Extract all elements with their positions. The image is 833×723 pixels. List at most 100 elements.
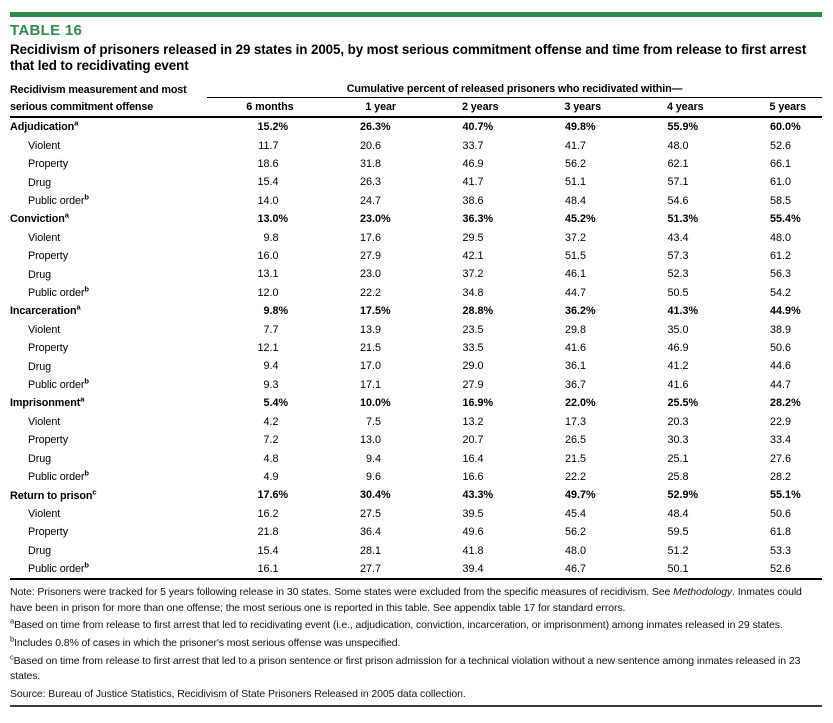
value-wrap: 13.0 — [310, 431, 413, 449]
value-wrap: 52.6 — [720, 137, 823, 155]
value-number: 61.0 — [770, 176, 792, 189]
value-number: 50.6 — [770, 507, 792, 520]
value-number: 56.3 — [770, 268, 792, 281]
value-wrap: 33.5 — [412, 339, 515, 357]
value-number: 29.8 — [564, 323, 586, 336]
value-number: 21.5 — [564, 452, 586, 465]
percent-sign — [279, 173, 290, 191]
percent-sign — [279, 523, 290, 541]
row-label: Property — [10, 155, 207, 173]
row-label-text: Drug — [28, 544, 52, 557]
value-cell: 15.4 — [207, 542, 310, 560]
value-wrap: 22.2 — [515, 468, 618, 486]
value-number: 33.4 — [770, 434, 792, 447]
percent-sign — [279, 505, 290, 523]
value-wrap: 61.8 — [720, 523, 823, 541]
value-number: 39.5 — [462, 507, 484, 520]
value-number: 43.3 — [462, 489, 484, 502]
row-label: Imprisonmenta — [10, 394, 207, 412]
table-row: Property 16.0 27.9 42.1 51.5 57.3 61.2 — [10, 247, 822, 265]
value-number: 48.4 — [667, 507, 689, 520]
percent-sign — [484, 173, 495, 191]
value-cell: 55.4% — [720, 210, 823, 228]
value-cell: 43.4 — [617, 229, 720, 247]
row-label: Drug — [10, 357, 207, 375]
value-cell: 16.6 — [412, 468, 515, 486]
value-number: 27.6 — [770, 452, 792, 465]
value-wrap: 42.1 — [412, 247, 515, 265]
footnote-marker: a — [10, 616, 15, 626]
footnote-marker: a — [76, 302, 81, 312]
value-cell: 44.7 — [720, 376, 823, 394]
footnote-marker: a — [64, 210, 69, 220]
percent-sign — [586, 192, 597, 210]
value-cell: 29.0 — [412, 357, 515, 375]
percent-sign — [689, 376, 700, 394]
value-wrap: 48.4 — [617, 505, 720, 523]
note-text: Based on time from release to first arre… — [10, 654, 801, 682]
value-cell: 51.1 — [515, 173, 618, 191]
value-wrap: 58.5 — [720, 192, 823, 210]
value-cell: 26.3 — [310, 173, 413, 191]
value-wrap: 50.6 — [720, 505, 823, 523]
percent-sign — [689, 450, 700, 468]
value-wrap: 46.7 — [515, 560, 618, 578]
value-number: 48.0 — [564, 544, 586, 557]
note-text: . Inmates could have been in prison for … — [10, 586, 802, 614]
percent-sign — [279, 357, 290, 375]
value-number: 17.6 — [257, 489, 279, 502]
value-number: 13.9 — [359, 323, 381, 336]
percent-sign — [484, 137, 495, 155]
percent-sign — [586, 247, 597, 265]
percent-sign — [279, 284, 290, 302]
percent-sign: % — [381, 121, 391, 134]
table-row: Property 12.1 21.5 33.5 41.6 46.9 50.6 — [10, 339, 822, 357]
value-wrap: 20.3 — [617, 413, 720, 431]
footnote-marker: b — [84, 376, 89, 386]
row-label: Convictiona — [10, 210, 207, 228]
recidivism-table: Recidivism measurement and most serious … — [10, 80, 823, 581]
value-cell: 22.2 — [515, 468, 618, 486]
percent-sign — [484, 523, 495, 541]
percent-sign — [791, 137, 802, 155]
value-cell: 56.2 — [515, 523, 618, 541]
row-label-text: Property — [28, 434, 69, 447]
percent-sign — [586, 137, 597, 155]
percent-sign — [791, 284, 802, 302]
value-wrap: 41.7 — [515, 137, 618, 155]
value-cell: 11.7 — [207, 137, 310, 155]
value-wrap: 7.2 — [207, 431, 310, 449]
value-cell: 9.8 — [207, 229, 310, 247]
value-wrap: 38.6 — [412, 192, 515, 210]
value-cell: 28.1 — [310, 542, 413, 560]
value-cell: 12.1 — [207, 339, 310, 357]
table-row: Return to prisonc 17.6% 30.4% 43.3% 49.7% 52.… — [10, 486, 822, 504]
value-wrap: 23.5 — [412, 321, 515, 339]
table-row: Violent 11.7 20.6 33.7 41.7 48.0 52.6 — [10, 137, 822, 155]
footnote-marker: a — [80, 394, 85, 404]
value-number: 22.9 — [770, 415, 792, 428]
value-wrap: 29.8 — [515, 321, 618, 339]
value-cell: 41.2 — [617, 357, 720, 375]
value-wrap: 16.4 — [412, 450, 515, 468]
percent-sign — [689, 339, 700, 357]
row-label: Incarcerationa — [10, 302, 207, 320]
value-cell: 41.6 — [515, 339, 618, 357]
row-label-text: Public order — [28, 287, 85, 300]
value-cell: 52.3 — [617, 265, 720, 283]
percent-sign — [586, 155, 597, 173]
italic-text: Methodology — [673, 586, 733, 599]
value-number: 55.4 — [770, 213, 792, 226]
footnote-marker: b — [84, 560, 89, 570]
row-label-text: Conviction — [10, 213, 65, 226]
percent-sign — [381, 137, 392, 155]
value-cell: 36.3% — [412, 210, 515, 228]
value-number: 61.8 — [770, 526, 792, 539]
percent-sign — [381, 560, 392, 578]
value-cell: 25.8 — [617, 468, 720, 486]
value-wrap: 48.0 — [617, 137, 720, 155]
value-cell: 5.4% — [207, 394, 310, 412]
value-number: 48.0 — [770, 231, 792, 244]
value-number: 13.0 — [359, 434, 381, 447]
value-number: 35.0 — [667, 323, 689, 336]
